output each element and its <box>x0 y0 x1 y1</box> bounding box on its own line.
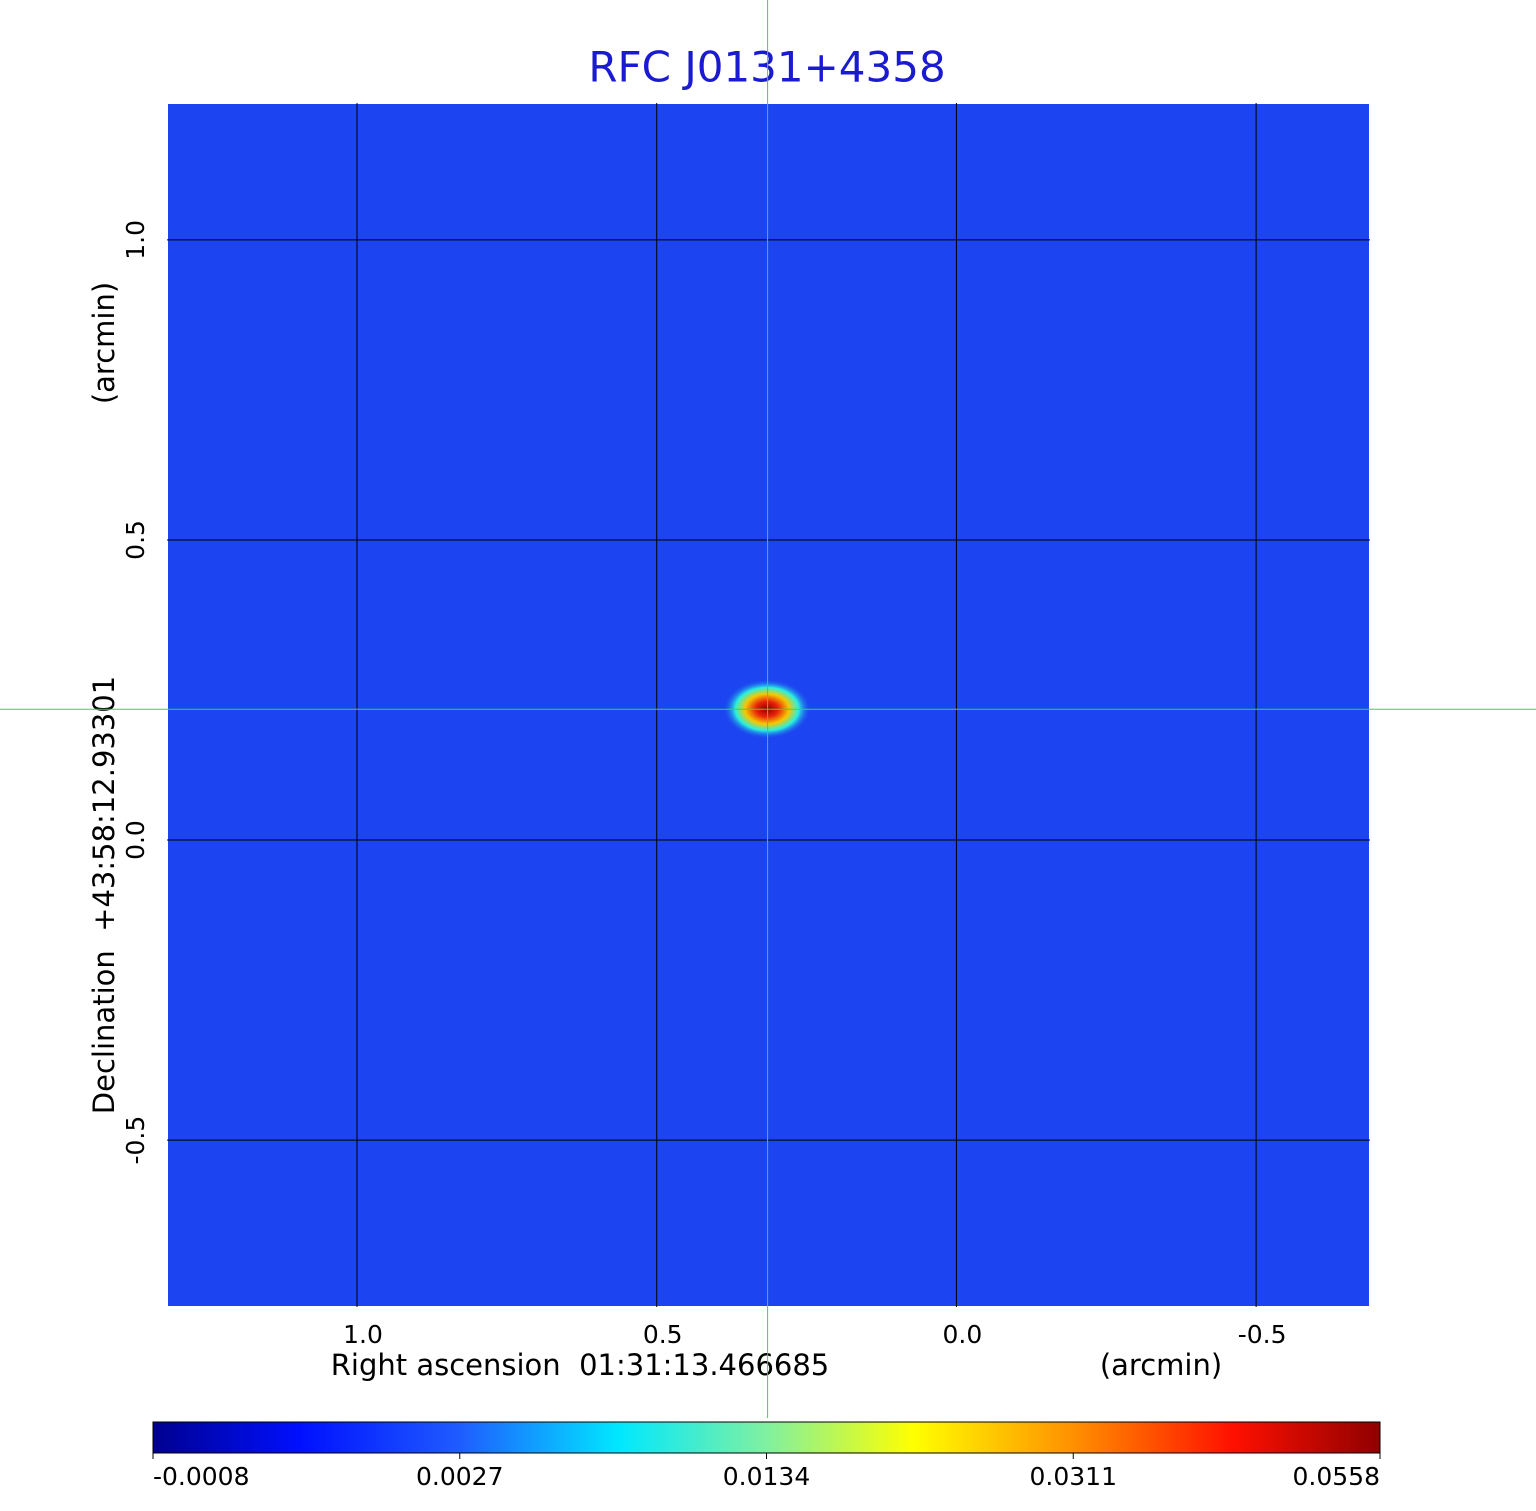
y-tick-label: -0.5 <box>121 1116 150 1165</box>
y-axis-unit: (arcmin) <box>87 282 121 404</box>
x-tick-label: -0.5 <box>1238 1320 1287 1349</box>
x-tick-label: 0.0 <box>943 1320 983 1349</box>
x-axis-label: Right ascension 01:31:13.466685 <box>331 1348 830 1382</box>
colorbar-tick-label: -0.0008 <box>153 1462 250 1491</box>
colorbar-tick-label: 0.0027 <box>416 1462 503 1491</box>
colorbar-tick-label: 0.0134 <box>723 1462 810 1491</box>
y-tick-label: 1.0 <box>121 220 150 260</box>
colorbar <box>152 1421 1381 1454</box>
y-tick-label: 0.0 <box>121 820 150 860</box>
x-axis-unit: (arcmin) <box>1100 1348 1222 1382</box>
colorbar-tick-label: 0.0311 <box>1030 1462 1117 1491</box>
chart-title: RFC J0131+4358 <box>588 43 945 92</box>
y-tick-label: 0.5 <box>121 520 150 560</box>
x-tick-label: 1.0 <box>343 1320 383 1349</box>
colorbar-tick-label: 0.0558 <box>1293 1462 1380 1491</box>
y-axis-label: Declination +43:58:12.93301 <box>87 676 121 1114</box>
x-tick-label: 0.5 <box>643 1320 683 1349</box>
